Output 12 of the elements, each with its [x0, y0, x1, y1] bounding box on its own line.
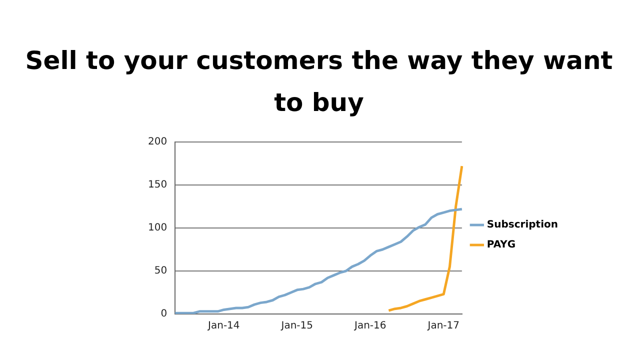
y-tick-label: 150 — [148, 180, 168, 191]
y-tick-label: 200 — [148, 136, 168, 148]
x-tick-label: Jan-17 — [426, 320, 460, 332]
legend-label: Subscription — [486, 220, 558, 231]
legend-label: PAYG — [486, 240, 516, 251]
chart-title: Sell to your customers the way they want to buy — [24, 45, 614, 119]
x-tick-label: Jan-15 — [280, 320, 314, 332]
x-tick-label: Jan-14 — [207, 320, 240, 332]
y-tick-label: 0 — [160, 308, 168, 320]
x-tick-label: Jan-16 — [354, 320, 386, 332]
y-tick-label: 100 — [148, 222, 168, 234]
y-tick-label: 50 — [154, 266, 168, 277]
